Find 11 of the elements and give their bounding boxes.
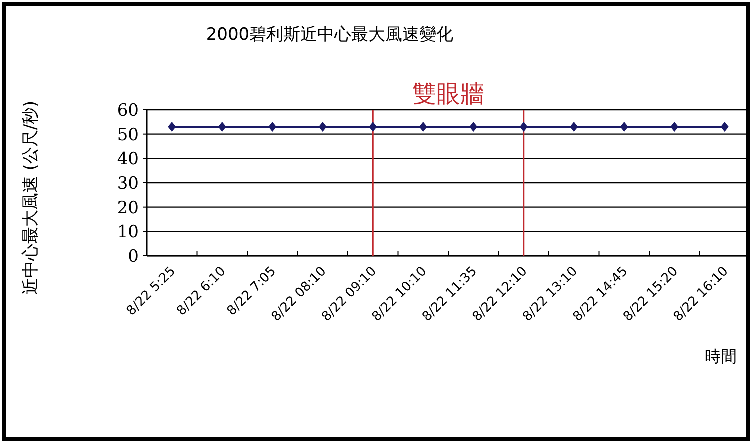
y-tick-label: 40 <box>117 150 139 170</box>
y-axis-title: 近中心最大風速 (公尺/秒) <box>21 100 41 296</box>
y-tick-label: 10 <box>117 222 139 243</box>
y-tick-label: 0 <box>128 247 139 267</box>
y-tick-label: 60 <box>117 101 139 121</box>
chart-title: 2000碧利斯近中心最大風速變化 <box>206 25 454 45</box>
y-tick-label: 50 <box>117 125 139 146</box>
y-tick-label: 20 <box>117 198 139 218</box>
x-axis-title: 時間 <box>705 347 737 366</box>
y-tick-label: 30 <box>117 174 139 194</box>
text: 雙眼牆 <box>412 80 484 108</box>
